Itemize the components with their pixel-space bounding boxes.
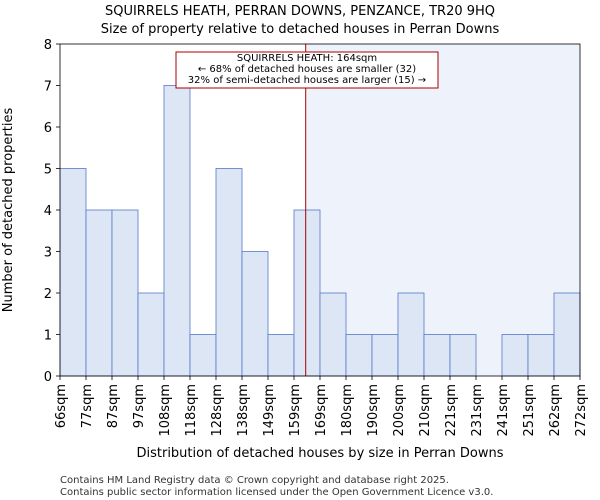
bar-262sqm	[553, 292, 581, 377]
bar-251sqm	[527, 334, 555, 377]
y-tick-label: 5	[44, 163, 52, 178]
plot-frame	[59, 43, 581, 377]
bar-221sqm	[449, 334, 477, 377]
x-tick-label: 108sqm	[158, 384, 173, 437]
x-tick-label: 180sqm	[340, 384, 355, 437]
bar-138sqm	[241, 251, 269, 377]
y-tick-label: 6	[44, 121, 52, 136]
x-tick-label: 251sqm	[522, 384, 537, 437]
x-tick-label: 159sqm	[288, 384, 303, 437]
footer-line-2: Contains public sector information licen…	[60, 487, 493, 498]
y-axis-label: Number of detached properties	[1, 108, 16, 313]
annotation-line-3: 32% of semi-detached houses are larger (…	[188, 75, 426, 86]
chart-title: SQUIRRELS HEATH, PERRAN DOWNS, PENZANCE,…	[105, 4, 495, 19]
y-tick-label: 1	[44, 329, 52, 344]
chart-subtitle: Size of property relative to detached ho…	[101, 22, 500, 37]
y-tick-label: 4	[44, 204, 52, 219]
x-tick-label: 169sqm	[314, 384, 329, 437]
bar-77sqm	[85, 209, 113, 377]
y-tick-label: 0	[44, 370, 52, 385]
x-tick-label: 210sqm	[418, 384, 433, 437]
y-ticks: 0 1 2 3 4 5 6 7 8	[44, 38, 60, 385]
bar-87sqm	[111, 209, 139, 377]
x-tick-label: 190sqm	[366, 384, 381, 437]
annotation-line-2: ← 68% of detached houses are smaller (32…	[198, 64, 416, 75]
y-tick-label: 8	[44, 38, 52, 53]
x-tick-label: 231sqm	[470, 384, 485, 437]
x-ticks: 66sqm 77sqm 87sqm 97sqm 108sqm 118sqm 128sqm 13…	[54, 376, 589, 437]
bar-97sqm	[137, 292, 165, 377]
x-tick-label: 272sqm	[574, 384, 589, 437]
y-tick-label: 2	[44, 287, 52, 302]
bar-169sqm	[319, 292, 347, 377]
x-tick-label: 97sqm	[132, 384, 147, 428]
x-tick-label: 66sqm	[54, 384, 69, 428]
x-tick-label: 138sqm	[236, 384, 251, 437]
x-tick-label: 200sqm	[392, 384, 407, 437]
x-tick-label: 149sqm	[262, 384, 277, 437]
footer-line-1: Contains HM Land Registry data © Crown c…	[60, 475, 449, 486]
larger-region	[305, 44, 580, 376]
bar-118sqm	[189, 334, 217, 377]
annotation-line-1: SQUIRRELS HEATH: 164sqm	[237, 53, 377, 64]
x-tick-label: 262sqm	[548, 384, 563, 437]
bar-149sqm	[267, 334, 295, 377]
bar-159sqm	[293, 209, 321, 377]
x-axis-label: Distribution of detached houses by size …	[136, 446, 503, 461]
bar-210sqm	[423, 334, 451, 377]
bar-66sqm	[59, 168, 87, 377]
bar-108sqm	[163, 85, 191, 377]
bar-190sqm	[371, 334, 399, 377]
x-tick-label: 128sqm	[210, 384, 225, 437]
bar-241sqm	[501, 334, 529, 377]
bar-200sqm	[397, 292, 425, 377]
x-tick-label: 118sqm	[184, 384, 199, 437]
x-tick-label: 87sqm	[106, 384, 121, 428]
y-tick-label: 3	[44, 246, 52, 261]
bars	[59, 85, 581, 377]
bar-180sqm	[345, 334, 373, 377]
x-tick-label: 221sqm	[444, 384, 459, 437]
x-tick-label: 77sqm	[80, 384, 95, 428]
annotation-box	[175, 51, 439, 89]
x-tick-label: 241sqm	[496, 384, 511, 437]
bar-128sqm	[215, 168, 243, 377]
y-tick-label: 7	[44, 80, 52, 95]
